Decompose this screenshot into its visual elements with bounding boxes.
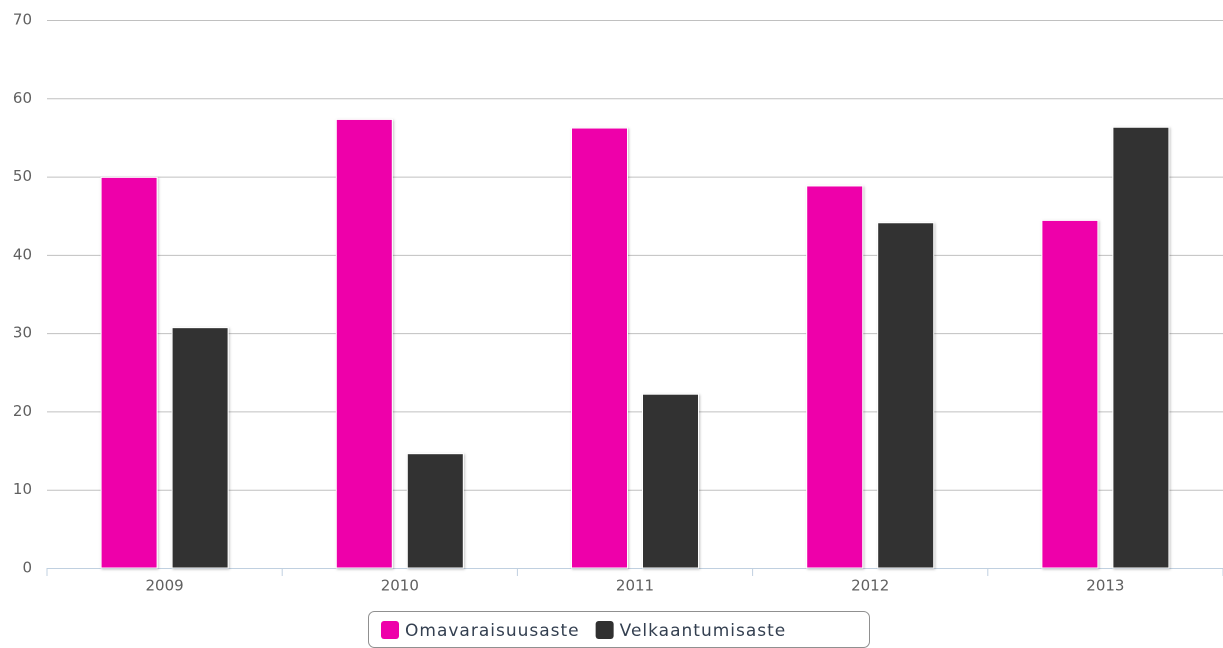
bar [406, 453, 464, 569]
bar [335, 118, 393, 569]
bar [171, 327, 229, 569]
bar [571, 127, 628, 569]
legend-swatch [381, 621, 399, 639]
bar [1041, 219, 1099, 569]
x-tick-label: 2012 [851, 577, 889, 595]
y-tick-label: 20 [13, 402, 32, 420]
y-tick-label: 30 [13, 324, 32, 342]
y-tick-label: 50 [13, 167, 32, 185]
y-tick-label: 0 [22, 559, 32, 577]
bar [100, 176, 158, 569]
bar [642, 393, 699, 569]
y-tick-label: 60 [13, 89, 32, 107]
y-tick-label: 40 [13, 245, 32, 263]
bar [877, 222, 935, 569]
x-tick-label: 2013 [1086, 577, 1124, 595]
x-tick-label: 2009 [146, 577, 184, 595]
y-tick-label: 70 [13, 11, 32, 29]
x-tick-label: 2010 [381, 577, 419, 595]
legend-label: Velkaantumisaste [620, 621, 787, 641]
bar [806, 185, 864, 569]
y-tick-label: 10 [13, 480, 32, 498]
legend-label: Omavaraisuusaste [405, 621, 580, 641]
bar [1112, 126, 1170, 569]
x-tick-label: 2011 [616, 577, 654, 595]
legend-swatch [595, 621, 614, 639]
